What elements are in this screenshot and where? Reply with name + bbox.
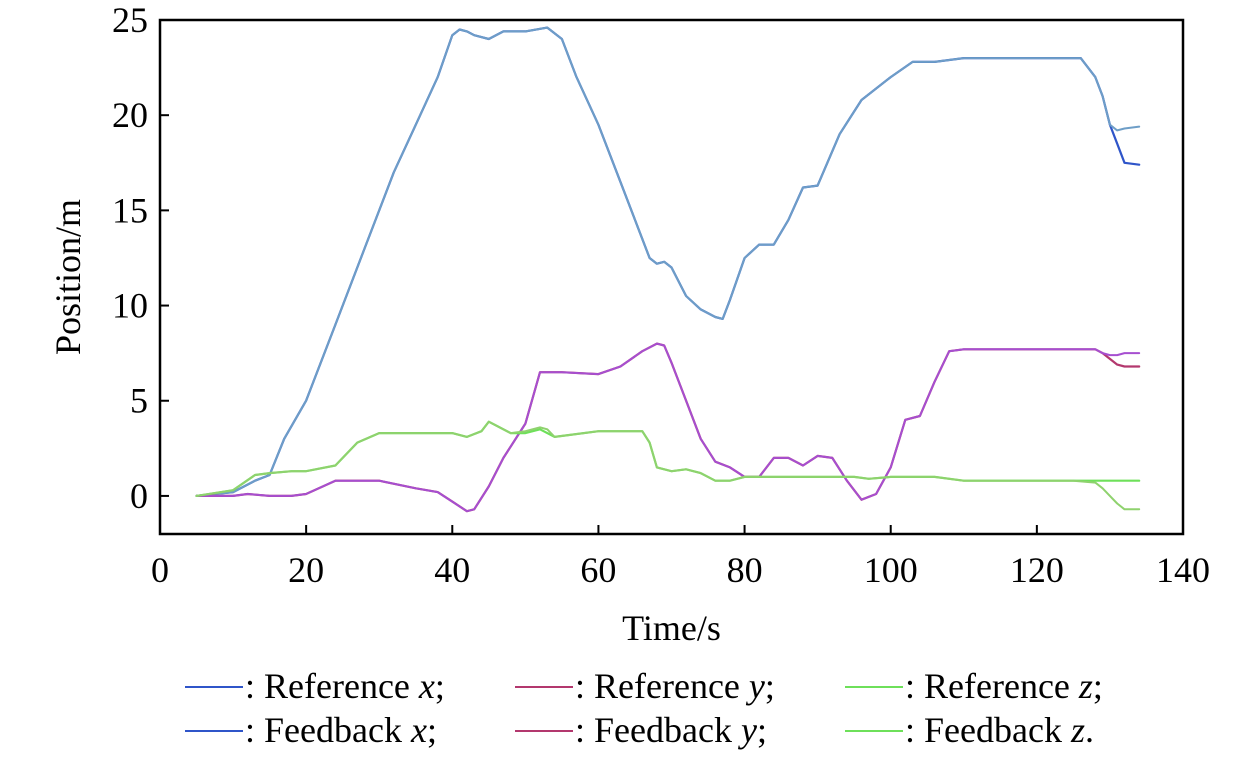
legend-label-feedback-y: Feedback <box>594 710 732 750</box>
legend-item-feedback-x: : Feedback x; <box>185 708 515 752</box>
legend-label-feedback-x: Feedback <box>264 710 402 750</box>
legend-end-feedback-z: . <box>1084 710 1094 750</box>
legend: : Reference x; : Reference y; : Referenc… <box>185 664 1185 752</box>
x-tick-label: 120 <box>1010 550 1064 590</box>
line-chart: 0 20 40 60 80 100 120 140 0 5 10 15 20 25 Time/s Pos… <box>48 0 1210 648</box>
x-tick-label: 140 <box>1156 550 1210 590</box>
y-tick-label: 5 <box>130 381 148 421</box>
legend-var-feedback-x: x <box>410 710 427 750</box>
series-line-reference-y <box>195 342 1141 513</box>
y-tick-label: 25 <box>112 0 148 40</box>
legend-swatch-feedback-z <box>845 730 903 732</box>
legend-end-reference-z: ; <box>1092 666 1103 706</box>
y-tick-label: 10 <box>112 286 148 326</box>
legend-var-feedback-y: y <box>740 710 757 750</box>
x-tick-label: 20 <box>288 550 324 590</box>
x-tick-label: 60 <box>580 550 616 590</box>
y-axis-title: Position/m <box>48 199 88 355</box>
legend-label-reference-z: Reference <box>924 666 1070 706</box>
legend-swatch-feedback-x <box>185 730 243 732</box>
plot-lines <box>195 26 1141 513</box>
legend-row-reference: : Reference x; : Reference y; : Referenc… <box>185 664 1185 708</box>
plot-frame <box>158 18 1185 536</box>
x-axis-ticks: 0 20 40 60 80 100 120 140 <box>151 525 1210 590</box>
legend-var-reference-z: z <box>1078 666 1093 706</box>
legend-end-feedback-y: ; <box>756 710 767 750</box>
legend-swatch-reference-y <box>515 686 573 688</box>
x-tick-label: 40 <box>434 550 470 590</box>
x-tick-label: 80 <box>727 550 763 590</box>
legend-var-reference-x: x <box>418 666 435 706</box>
legend-end-reference-y: ; <box>764 666 775 706</box>
legend-swatch-feedback-y <box>515 730 573 732</box>
legend-end-feedback-x: ; <box>426 710 437 750</box>
y-axis-ticks: 0 5 10 15 20 25 <box>112 0 169 516</box>
series-line-reference-x <box>195 26 1141 497</box>
legend-swatch-reference-x <box>185 686 243 688</box>
series-line-feedback-y <box>195 342 1141 513</box>
legend-row-feedback: : Feedback x; : Feedback y; : Feedback z… <box>185 708 1185 752</box>
legend-label-reference-x: Reference <box>264 666 410 706</box>
legend-var-reference-y: y <box>748 666 765 706</box>
x-tick-label: 100 <box>864 550 918 590</box>
legend-var-feedback-z: z <box>1070 710 1085 750</box>
legend-swatch-reference-z <box>845 686 903 688</box>
legend-item-reference-x: : Reference x; <box>185 664 515 708</box>
legend-item-reference-y: : Reference y; <box>515 664 845 708</box>
legend-item-feedback-z: : Feedback z. <box>845 708 1094 752</box>
x-axis-title: Time/s <box>622 608 721 648</box>
series-line-feedback-x <box>195 26 1141 497</box>
y-tick-label: 0 <box>130 476 148 516</box>
series-line-reference-z <box>195 420 1141 497</box>
series-line-feedback-z <box>195 420 1141 511</box>
legend-label-feedback-z: Feedback <box>924 710 1062 750</box>
legend-label-reference-y: Reference <box>594 666 740 706</box>
y-tick-label: 20 <box>112 95 148 135</box>
y-tick-label: 15 <box>112 190 148 230</box>
legend-end-reference-x: ; <box>434 666 445 706</box>
legend-item-feedback-y: : Feedback y; <box>515 708 845 752</box>
x-tick-label: 0 <box>151 550 169 590</box>
legend-item-reference-z: : Reference z; <box>845 664 1103 708</box>
